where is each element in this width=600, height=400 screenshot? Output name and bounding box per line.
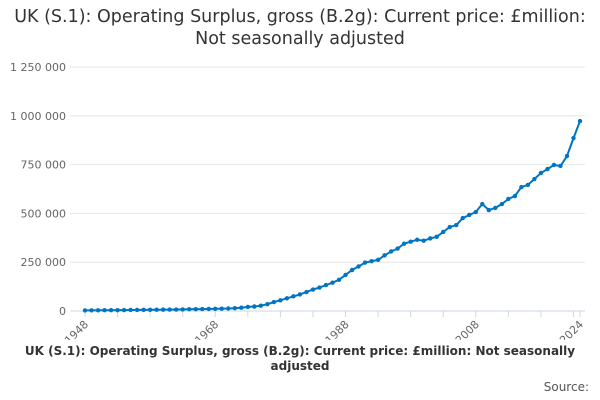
x-tick-label: 1948 — [62, 318, 91, 340]
data-point — [271, 299, 277, 305]
data-point — [427, 236, 433, 241]
data-point — [401, 241, 407, 246]
data-point — [434, 234, 439, 240]
data-point — [421, 238, 426, 243]
y-tick-label: 500 000 — [21, 207, 67, 220]
data-point — [538, 170, 544, 176]
data-point — [121, 307, 127, 313]
data-point — [317, 285, 322, 290]
data-point — [545, 166, 550, 172]
data-point — [330, 280, 335, 285]
x-tick-label: 2008 — [453, 318, 482, 340]
data-point — [226, 306, 231, 311]
x-tick-label: 1968 — [192, 318, 221, 340]
chart-title: UK (S.1): Operating Surplus, gross (B.2g… — [14, 7, 586, 49]
data-point — [278, 298, 283, 303]
data-point — [82, 308, 88, 313]
data-point — [323, 282, 329, 288]
data-point — [245, 304, 251, 310]
data-point — [213, 306, 218, 312]
data-point — [480, 201, 485, 207]
data-point — [128, 307, 133, 313]
data-point — [258, 303, 264, 308]
data-point — [154, 307, 159, 312]
data-point — [388, 249, 394, 254]
source-label: Source: — [543, 380, 589, 394]
data-point — [232, 305, 238, 311]
y-tick-label: 1 250 000 — [10, 61, 66, 74]
data-point — [304, 289, 309, 295]
y-tick-label: 750 000 — [21, 159, 67, 172]
data-point — [187, 307, 192, 312]
data-point — [173, 307, 179, 312]
data-point — [512, 193, 518, 199]
data-point — [160, 307, 166, 312]
data-point — [115, 307, 120, 313]
data-point — [493, 205, 498, 211]
data-point — [447, 224, 452, 230]
data-point — [200, 306, 205, 312]
data-point — [291, 294, 296, 299]
data-point — [336, 277, 342, 282]
data-point — [134, 307, 140, 313]
x-tick-label: 2024 — [557, 318, 586, 340]
data-point — [460, 215, 465, 221]
data-point — [102, 308, 107, 313]
data-point — [297, 292, 303, 297]
data-point — [362, 260, 368, 265]
data-point — [571, 135, 576, 141]
y-tick-label: 250 000 — [21, 256, 67, 269]
data-point — [310, 287, 316, 292]
data-point — [577, 118, 583, 124]
data-point — [558, 163, 563, 169]
data-point — [506, 196, 511, 202]
data-point — [108, 307, 114, 313]
data-point — [375, 257, 381, 263]
data-point — [525, 182, 531, 188]
data-point — [141, 307, 146, 313]
data-point — [343, 272, 348, 278]
data-point — [180, 307, 185, 312]
data-point — [564, 153, 570, 159]
data-point — [239, 305, 244, 310]
line-chart: 0 250 000 500 000 750 000 1 000 000 1 250 000… — [10, 61, 586, 340]
data-point — [414, 237, 420, 242]
data-point — [167, 307, 172, 312]
y-tick-label: 1 000 000 — [10, 110, 66, 123]
y-tick-label: 0 — [59, 305, 66, 318]
data-point — [356, 264, 361, 269]
data-point — [95, 308, 101, 313]
data-point — [532, 176, 537, 182]
footer-title: UK (S.1): Operating Surplus, gross (B.2g… — [24, 344, 576, 373]
data-point — [382, 253, 387, 258]
data-point — [147, 307, 153, 313]
data-point — [441, 229, 446, 235]
data-point — [499, 201, 505, 207]
data-point — [519, 184, 524, 190]
data-point — [219, 306, 224, 311]
data-point — [395, 246, 400, 251]
data-point — [193, 306, 198, 312]
data-point — [206, 306, 211, 312]
data-point — [252, 304, 257, 309]
data-point — [551, 162, 557, 168]
data-point — [349, 267, 355, 273]
data-point — [265, 301, 270, 307]
data-point — [408, 239, 413, 244]
data-point — [467, 212, 472, 218]
data-point — [89, 308, 94, 313]
x-tick-label: 1988 — [323, 318, 352, 340]
data-point — [454, 222, 459, 228]
data-point — [473, 209, 478, 215]
data-point — [486, 207, 492, 213]
data-point — [369, 259, 374, 264]
data-point — [284, 296, 290, 301]
